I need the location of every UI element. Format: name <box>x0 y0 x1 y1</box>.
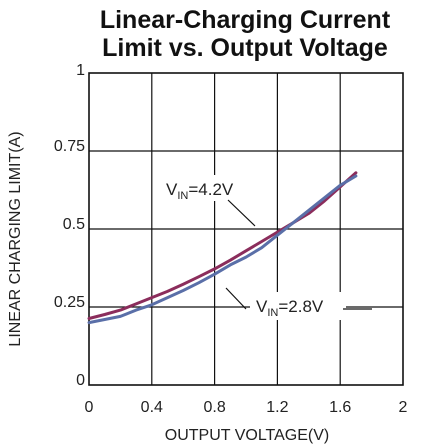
series-label-vin-2-8v: VIN=2.8V <box>256 297 324 319</box>
y-tick-label: 0.75 <box>54 138 85 155</box>
series-line-vin-4-2v <box>87 171 358 320</box>
x-tick-label: 1.6 <box>329 399 351 416</box>
series-label-leader <box>227 199 256 227</box>
chart-title-line-1: Linear-Charging Current <box>99 6 391 34</box>
series-label-bg <box>160 175 240 201</box>
x-tick-label: 2 <box>399 399 408 416</box>
series-label-leader <box>225 287 247 310</box>
x-tick-label: 1.2 <box>266 399 288 416</box>
y-tick-label: 1 <box>76 62 85 79</box>
series-line-vin-2-8v <box>87 174 358 325</box>
y-tick-label: 0.5 <box>63 216 85 233</box>
x-tick-label: 0.8 <box>203 399 225 416</box>
y-axis-label: LINEAR CHARGING LIMIT(A) <box>7 131 24 346</box>
x-tick-label: 0.4 <box>141 399 163 416</box>
plot-frame <box>88 72 404 386</box>
y-tick-label: 0 <box>76 372 85 389</box>
chart-title-line-2: Limit vs. Output Voltage <box>102 34 388 62</box>
x-tick-label: 0 <box>85 399 94 416</box>
series-label-bg <box>250 292 346 320</box>
x-axis-label: OUTPUT VOLTAGE(V) <box>165 427 329 444</box>
series-label-vin-4-2v: VIN=4.2V <box>166 180 234 202</box>
y-tick-label: 0.25 <box>54 294 85 311</box>
